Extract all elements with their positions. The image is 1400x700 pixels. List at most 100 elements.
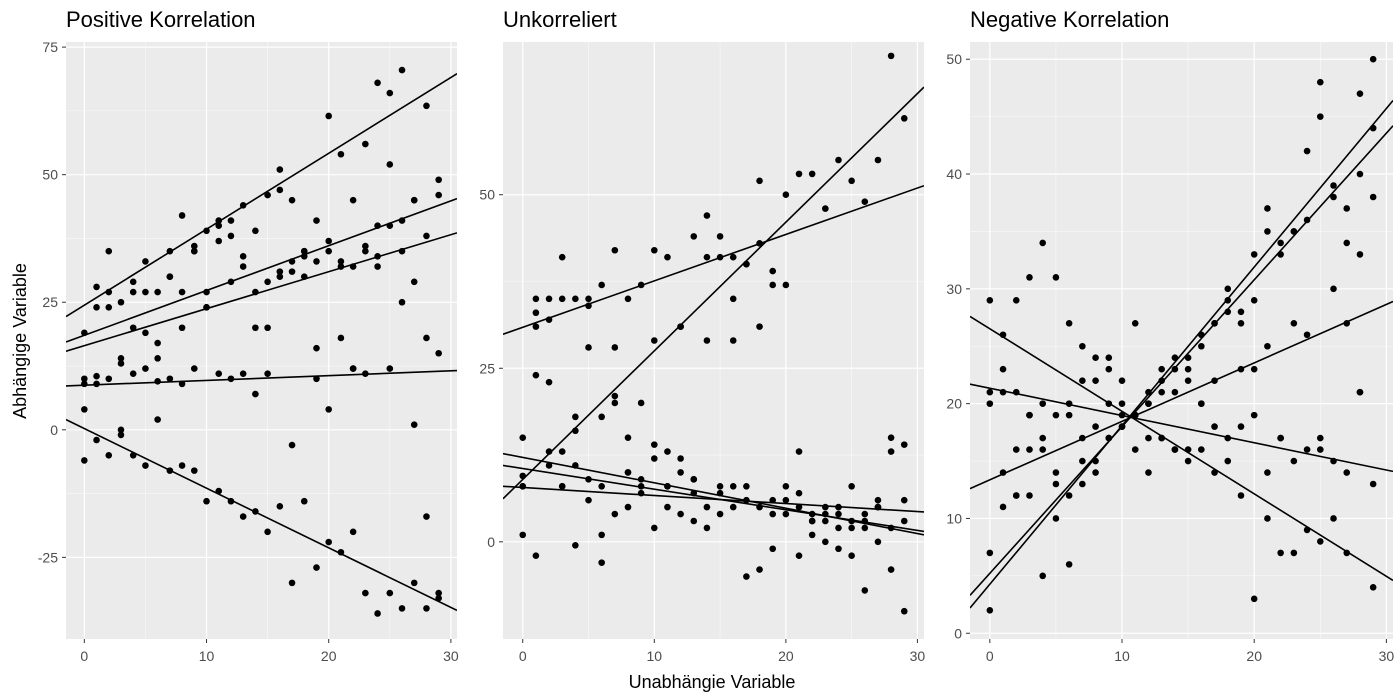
data-point xyxy=(117,431,125,439)
data-point xyxy=(545,462,553,469)
panel-background xyxy=(970,42,1393,639)
data-point xyxy=(1343,549,1351,557)
data-point xyxy=(1065,492,1073,499)
trend-line xyxy=(970,125,1393,596)
data-point xyxy=(386,589,394,597)
data-point xyxy=(1277,434,1284,442)
data-point xyxy=(423,605,430,612)
data-point xyxy=(1171,365,1179,373)
data-point xyxy=(1158,388,1165,396)
data-point xyxy=(1092,423,1099,430)
data-point xyxy=(313,258,320,265)
data-point xyxy=(105,247,113,255)
data-point xyxy=(690,476,698,483)
data-point xyxy=(1250,411,1258,419)
data-point xyxy=(822,503,829,511)
data-point xyxy=(585,302,592,310)
y-tick-label: 50 xyxy=(479,187,495,203)
data-point xyxy=(1012,388,1020,396)
data-point xyxy=(1264,342,1271,350)
data-point xyxy=(325,406,333,413)
data-point xyxy=(900,517,908,525)
data-point xyxy=(795,489,803,497)
data-point xyxy=(782,482,790,490)
data-point xyxy=(337,263,345,270)
data-point xyxy=(166,273,174,281)
data-point xyxy=(1131,319,1139,327)
data-point xyxy=(716,510,724,518)
data-point xyxy=(835,156,842,164)
data-point xyxy=(142,462,149,469)
data-point xyxy=(1250,595,1258,603)
data-point xyxy=(252,324,259,332)
data-point xyxy=(782,496,790,504)
data-point xyxy=(769,496,777,504)
data-point xyxy=(1303,526,1311,534)
data-point xyxy=(887,434,895,441)
data-point xyxy=(1369,584,1377,591)
data-point xyxy=(1012,297,1020,304)
data-point xyxy=(1224,308,1232,316)
data-point xyxy=(650,524,658,532)
data-point xyxy=(1039,239,1047,247)
data-point xyxy=(677,510,684,518)
data-point xyxy=(782,281,790,289)
data-point xyxy=(142,365,149,372)
data-point xyxy=(337,334,345,342)
data-point xyxy=(337,548,345,556)
data-point xyxy=(362,589,369,597)
data-point xyxy=(178,288,186,296)
data-point xyxy=(349,528,357,536)
data-point xyxy=(410,278,418,286)
data-point xyxy=(999,503,1007,511)
data-point xyxy=(650,246,658,254)
data-point xyxy=(1356,170,1364,178)
data-point xyxy=(1118,400,1126,407)
y-tick-label: 0 xyxy=(487,534,495,550)
data-point xyxy=(1184,457,1192,465)
data-point xyxy=(1079,480,1086,488)
data-point xyxy=(1052,469,1060,476)
data-point xyxy=(611,399,619,407)
data-point xyxy=(822,538,829,546)
data-point xyxy=(1303,331,1311,339)
data-point xyxy=(585,476,592,483)
data-point xyxy=(264,191,271,199)
trend-line xyxy=(503,485,924,513)
data-point xyxy=(664,448,671,455)
data-point xyxy=(374,222,381,229)
panel-title: Positive Korrelation xyxy=(66,7,256,32)
data-point xyxy=(637,482,645,490)
data-point xyxy=(142,288,149,296)
data-point xyxy=(664,253,671,261)
trend-line xyxy=(66,72,457,318)
data-point xyxy=(835,503,842,511)
data-point xyxy=(822,517,829,525)
data-point xyxy=(1330,193,1337,201)
data-point xyxy=(729,337,737,344)
data-point xyxy=(769,267,777,275)
data-point xyxy=(861,517,869,525)
data-point xyxy=(1052,274,1060,281)
data-point xyxy=(1211,469,1218,476)
data-point xyxy=(986,400,994,407)
data-point xyxy=(1264,469,1271,476)
data-point xyxy=(1065,561,1073,568)
x-tick-label: 0 xyxy=(519,648,527,664)
data-point xyxy=(1105,400,1113,407)
data-point xyxy=(142,329,149,337)
x-tick-label: 10 xyxy=(1114,648,1130,664)
data-point xyxy=(362,242,369,250)
data-point xyxy=(756,566,763,573)
data-point xyxy=(999,331,1007,339)
data-point xyxy=(129,278,137,286)
data-point xyxy=(1224,297,1232,304)
data-point xyxy=(690,517,698,525)
data-point xyxy=(1184,354,1192,362)
panel-background xyxy=(503,42,924,639)
data-point xyxy=(532,371,540,379)
data-point xyxy=(716,482,724,490)
data-point xyxy=(1065,400,1073,407)
data-point xyxy=(349,196,357,204)
data-point xyxy=(166,467,174,474)
